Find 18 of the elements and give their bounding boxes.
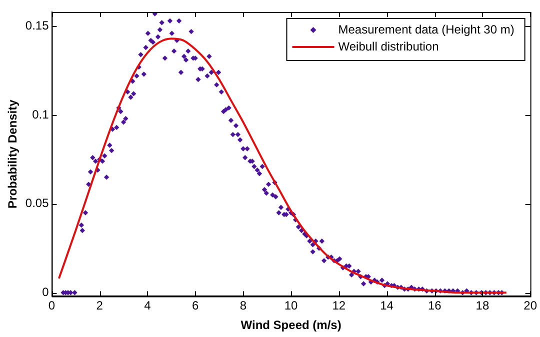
x-tick-label: 20 <box>524 298 538 313</box>
x-tick-label: 4 <box>144 298 152 313</box>
legend-label: Weibull distribution <box>338 39 439 54</box>
x-tick-label: 16 <box>428 298 442 313</box>
x-axis-title: Wind Speed (m/s) <box>240 318 342 332</box>
legend-label: Measurement data (Height 30 m) <box>338 22 514 36</box>
y-tick-label: 0.15 <box>25 18 50 33</box>
x-tick-label: 8 <box>240 298 247 313</box>
y-axis-title: Probability Density <box>6 99 20 208</box>
y-tick-label: 0.1 <box>32 107 50 122</box>
x-tick-label: 18 <box>476 298 490 313</box>
x-tick-label: 14 <box>380 298 394 313</box>
x-tick-label: 10 <box>284 298 298 313</box>
y-tick-label: 0.05 <box>25 196 50 210</box>
y-tick-label: 0 <box>42 284 50 299</box>
x-tick-label: 12 <box>332 298 346 313</box>
x-tick-label: 6 <box>192 298 199 313</box>
x-tick-label: 2 <box>96 298 104 313</box>
